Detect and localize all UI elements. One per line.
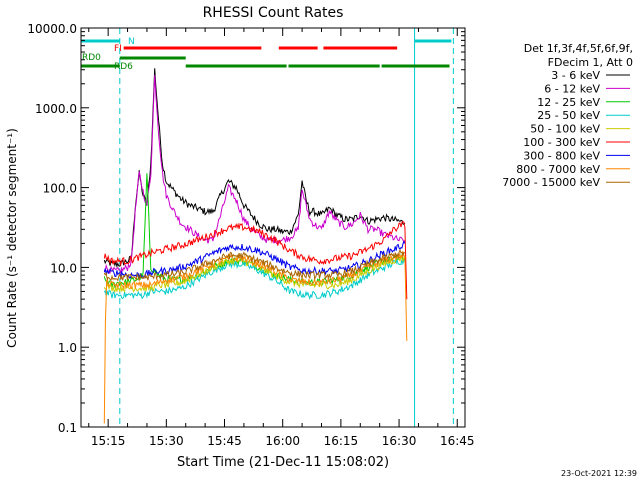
state-bar-label: FI	[114, 44, 122, 54]
y-tick-label: 1000.0	[35, 102, 77, 116]
legend-header-line-2: FDecim 1, Att 0	[548, 56, 633, 69]
legend-entry-label: 25 - 50 keV	[537, 109, 600, 122]
series-lines	[103, 68, 408, 424]
legend-entry-label: 800 - 7000 keV	[516, 163, 600, 176]
legend-entry-label: 100 - 300 keV	[523, 136, 600, 149]
y-tick-label: 100.0	[43, 182, 77, 196]
legend: Det 1f,3f,4f,5f,6f,9f, FDecim 1, Att 0 3…	[502, 42, 633, 189]
chart-title: RHESSI Count Rates	[203, 5, 344, 21]
series-line	[103, 221, 408, 300]
state-bar-label: RD0	[82, 53, 101, 63]
state-bar-label: RD6	[114, 62, 133, 72]
x-tick-label: 15:45	[207, 434, 242, 448]
series-line	[103, 240, 406, 279]
series-line	[104, 74, 406, 274]
legend-entry-label: 3 - 6 keV	[551, 69, 600, 82]
y-tick-label: 0.1	[58, 421, 77, 435]
x-tick-label: 16:00	[265, 434, 300, 448]
x-tick-label: 16:30	[382, 434, 417, 448]
y-tick-label: 10.0	[50, 261, 77, 275]
legend-entry-label: 12 - 25 keV	[537, 96, 600, 109]
series-line	[103, 255, 406, 293]
x-axis: 15:15 15:30 15:45 16:00 16:15 16:30 16:45	[88, 28, 475, 448]
legend-entry-label: 300 - 800 keV	[523, 149, 600, 162]
x-tick-label: 15:15	[91, 434, 126, 448]
x-tick-label: 16:15	[324, 434, 359, 448]
x-tick-label: 16:45	[440, 434, 475, 448]
plot-frame	[80, 27, 466, 428]
y-axis-label: Count Rate (s⁻¹ detector segment⁻¹)	[5, 128, 19, 348]
footer-timestamp: 23-Oct-2021 12:39	[561, 469, 637, 478]
y-tick-label: 10000.0	[27, 22, 77, 36]
legend-header-line-1: Det 1f,3f,4f,5f,6f,9f,	[524, 42, 633, 55]
series-line	[103, 258, 406, 301]
state-bar-label: N	[128, 37, 135, 47]
series-line	[103, 248, 406, 282]
x-tick-label: 15:30	[149, 434, 184, 448]
y-axis: 0.1 1.0 10.0 100.0 1000.0 10000.0	[27, 22, 465, 435]
y-tick-label: 1.0	[58, 341, 77, 355]
x-axis-label: Start Time (21-Dec-11 15:08:02)	[177, 455, 389, 470]
legend-entry-label: 7000 - 15000 keV	[502, 176, 600, 189]
plot-area: N FI RD0 RD6	[80, 28, 454, 427]
series-line	[103, 250, 408, 424]
legend-entry-label: 6 - 12 keV	[544, 82, 600, 95]
legend-entry-label: 50 - 100 keV	[530, 123, 600, 136]
attenuator-state-bars: N FI RD0 RD6	[81, 37, 452, 72]
